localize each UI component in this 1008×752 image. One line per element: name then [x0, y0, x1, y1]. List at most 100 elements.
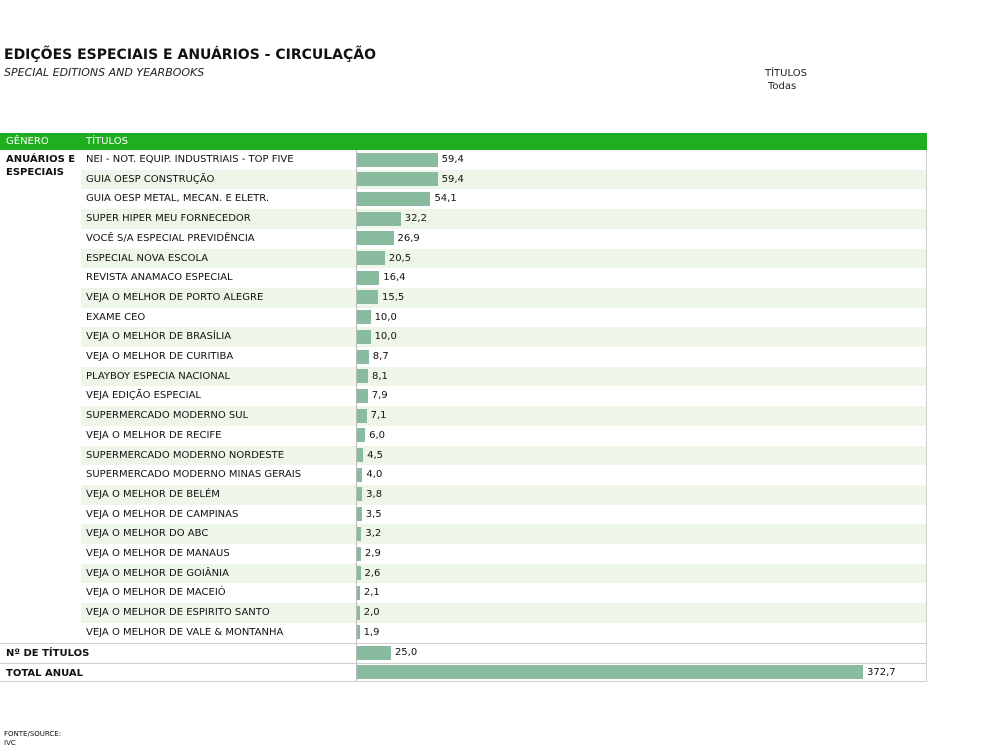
row-title-label: VEJA O MELHOR DO ABC [86, 528, 209, 540]
row-value-label: 10,0 [374, 311, 397, 323]
row-bar [357, 526, 362, 541]
row-value-label: 2,6 [364, 567, 381, 579]
table-row: VEJA O MELHOR DE CURITIBA [81, 347, 927, 367]
table-row: EXAME CEO [81, 308, 927, 328]
table-row: VEJA O MELHOR DE MACEIÓ [81, 583, 927, 603]
row-bar [357, 408, 367, 423]
row-title-label: VEJA O MELHOR DE CAMPINAS [86, 508, 239, 520]
table-row: VEJA O MELHOR DE MANAUS [81, 544, 927, 564]
row-value-label: 26,9 [397, 232, 420, 244]
row-bar [357, 152, 438, 167]
row-title-label: VOCÊ S/A ESPECIAL PREVIDÊNCIA [86, 232, 255, 244]
footer: FONTE/SOURCE: IVC [4, 730, 61, 748]
table-row: VEJA O MELHOR DO ABC [81, 524, 927, 544]
row-bar [357, 290, 379, 305]
row-title-label: SUPERMERCADO MODERNO SUL [86, 410, 249, 422]
summary-row: Nº DE TÍTULOS [0, 643, 927, 663]
row-title-label: SUPERMERCADO MODERNO NORDESTE [86, 449, 285, 461]
row-bar [357, 388, 368, 403]
table-row: VEJA O MELHOR DE RECIFE [81, 426, 927, 446]
table-row: VOCÊ S/A ESPECIAL PREVIDÊNCIA [81, 229, 927, 249]
row-value-label: 15,5 [382, 291, 405, 303]
row-value-label: 32,2 [404, 213, 427, 225]
filter-label: TÍTULOS [765, 68, 807, 79]
row-title-label: REVISTA ANAMACO ESPECIAL [86, 272, 233, 284]
table-row: ESPECIAL NOVA ESCOLA [81, 248, 927, 269]
row-value-label: 59,4 [441, 154, 464, 165]
table-right-border [926, 150, 927, 682]
page-title: EDIÇÕES ESPECIAIS E ANUÁRIOS - CIRCULAÇÃ… [4, 47, 377, 63]
table-row: SUPERMERCADO MODERNO NORDESTE [81, 445, 927, 466]
row-title-label: VEJA O MELHOR DE VALE & MONTANHA [86, 626, 284, 638]
row-bar [357, 172, 438, 187]
row-title-label: VEJA O MELHOR DE CURITIBA [86, 351, 234, 362]
row-title-label: NEI - NOT. EQUIP. INDUSTRIAIS - TOP FIVE [86, 154, 294, 165]
row-title-label: EXAME CEO [86, 311, 146, 323]
table-row: VEJA O MELHOR DE VALE & MONTANHA [81, 623, 927, 643]
row-value-label: 2,0 [363, 607, 380, 619]
row-value-label: 59,4 [441, 173, 464, 185]
row-title-label: GUIA OESP METAL, MECAN. E ELETR. [86, 193, 270, 205]
summary-row: TOTAL ANUAL [0, 662, 927, 683]
row-value-label: 8,1 [371, 370, 388, 382]
bar-axis-line [356, 150, 357, 682]
row-value-label: 7,1 [370, 410, 387, 422]
table-row: PLAYBOY ESPECIA NACIONAL [81, 366, 927, 387]
table-row: GUIA OESP METAL, MECAN. E ELETR. [81, 189, 927, 209]
row-value-label: 16,4 [383, 272, 406, 284]
row-title-label: SUPERMERCADO MODERNO MINAS GERAIS [86, 469, 302, 481]
row-title-label: VEJA O MELHOR DE GOIÂNIA [86, 567, 229, 579]
summary-value-label: 25,0 [394, 647, 418, 658]
table-row: NEI - NOT. EQUIP. INDUSTRIAIS - TOP FIVE [81, 150, 927, 170]
row-bar [357, 211, 401, 226]
column-header-genre: GÊNERO [6, 136, 49, 147]
row-title-label: VEJA EDIÇÃO ESPECIAL [86, 390, 201, 402]
row-bar [357, 191, 431, 206]
row-title-label: PLAYBOY ESPECIA NACIONAL [86, 370, 231, 382]
row-value-label: 8,7 [372, 351, 389, 362]
row-bar [357, 428, 366, 443]
row-title-label: SUPER HIPER MEU FORNECEDOR [86, 213, 251, 225]
row-value-label: 2,9 [364, 548, 381, 559]
row-title-label: VEJA O MELHOR DE MACEIÓ [86, 587, 226, 599]
row-value-label: 3,2 [365, 528, 382, 540]
row-bar [357, 566, 361, 581]
row-bar [357, 251, 385, 265]
row-bar [357, 625, 360, 640]
table-row: VEJA O MELHOR DE BRASÍLIA [81, 327, 927, 347]
row-bar [357, 467, 363, 482]
row-value-label: 10,0 [374, 331, 397, 343]
row-bar [357, 507, 362, 522]
row-value-label: 6,0 [369, 429, 386, 441]
row-title-label: GUIA OESP CONSTRUÇÃO [86, 173, 215, 185]
row-bar [357, 329, 371, 344]
row-value-label: 4,5 [367, 449, 384, 461]
column-header-titles: TÍTULOS [86, 136, 128, 147]
table-row: VEJA EDIÇÃO ESPECIAL [81, 386, 927, 406]
row-value-label: 7,9 [371, 390, 388, 402]
source-label: FONTE/SOURCE: [4, 730, 62, 738]
row-bar [357, 546, 361, 561]
table-header: GÊNERO TÍTULOS [0, 133, 927, 150]
source-value: IVC [4, 739, 16, 747]
table-row: VEJA O MELHOR DE BELÉM [81, 484, 927, 505]
row-title-label: VEJA O MELHOR DE BELÉM [86, 488, 220, 500]
table-row: VEJA O MELHOR DE CAMPINAS [81, 505, 927, 525]
row-bar [357, 349, 369, 364]
summary-label: Nº DE TÍTULOS [6, 648, 90, 659]
row-value-label: 20,5 [388, 252, 412, 264]
table-row: GUIA OESP CONSTRUÇÃO [81, 169, 927, 190]
table-row: VEJA O MELHOR DE GOIÂNIA [81, 563, 927, 584]
filter-value[interactable]: Todas [768, 81, 797, 92]
row-bar [357, 369, 368, 384]
row-bar [357, 487, 363, 502]
row-value-label: 3,5 [365, 508, 382, 520]
table-row: SUPERMERCADO MODERNO SUL [81, 406, 927, 426]
row-title-label: VEJA O MELHOR DE PORTO ALEGRE [86, 291, 264, 303]
row-bar [357, 585, 360, 600]
summary-label: TOTAL ANUAL [6, 667, 83, 679]
summary-bar [357, 665, 863, 679]
summary-bar [357, 645, 391, 660]
table-row: REVISTA ANAMACO ESPECIAL [81, 268, 927, 288]
table-row: VEJA O MELHOR DE ESPIRITO SANTO [81, 603, 927, 623]
